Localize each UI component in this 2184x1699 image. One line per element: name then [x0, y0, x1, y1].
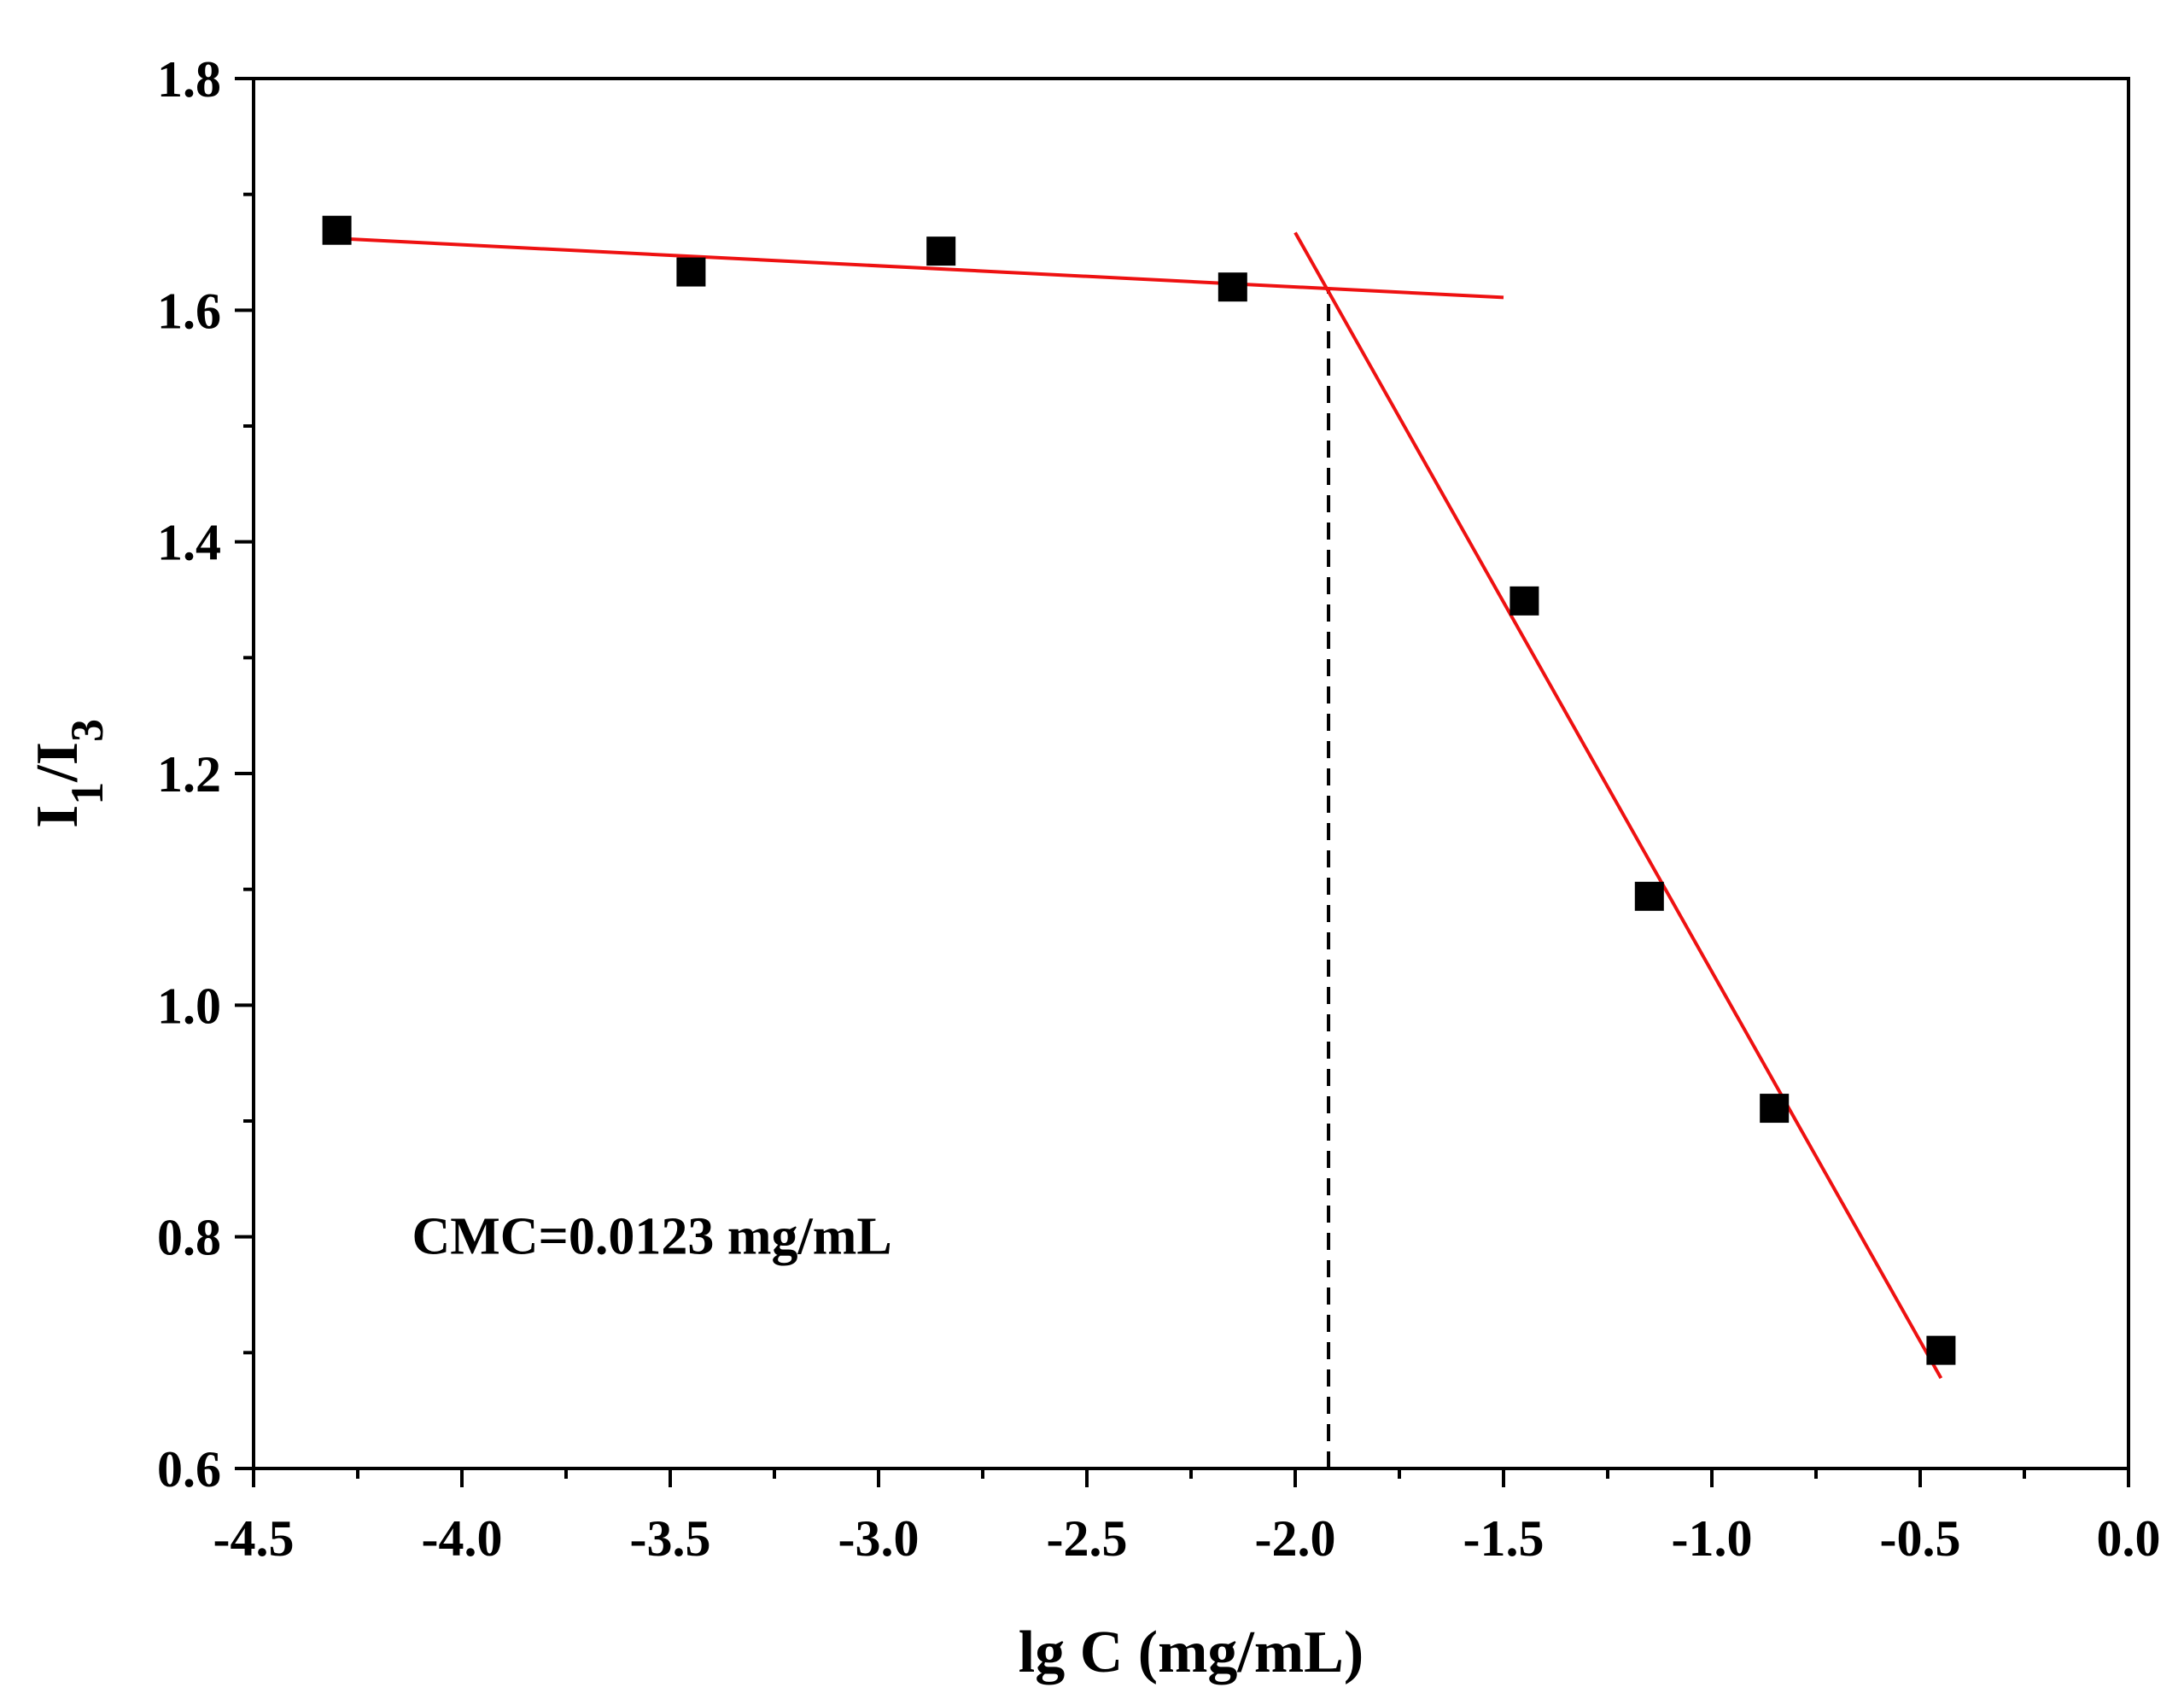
fit-line-post-cmc — [1293, 231, 1943, 1380]
data-point — [1218, 272, 1247, 302]
y-axis-title: I1/I3 — [25, 719, 113, 828]
y-tick-label: 1.2 — [157, 746, 221, 803]
x-tick-label: -1.0 — [1672, 1510, 1753, 1567]
data-point — [926, 236, 956, 266]
y-tick-label: 1.0 — [157, 978, 221, 1034]
cmc-annotation: CMC=0.0123 mg/mL — [412, 1208, 891, 1266]
x-tick-label: -3.5 — [630, 1510, 711, 1567]
y-axis-title-sub2: 3 — [61, 719, 113, 742]
data-point — [1510, 586, 1539, 616]
data-point — [1634, 881, 1664, 911]
fit-line-pre-cmc — [336, 236, 1504, 300]
data-point — [1760, 1094, 1790, 1124]
x-tick-label: 0.0 — [2097, 1510, 2161, 1567]
data-point — [676, 257, 706, 287]
x-tick-label: -4.0 — [422, 1510, 503, 1567]
x-tick-label: -3.0 — [838, 1510, 920, 1567]
plot-frame — [252, 77, 2130, 1470]
x-tick-label: -2.0 — [1255, 1510, 1336, 1567]
data-points — [322, 215, 1956, 1365]
x-tick-label: -4.5 — [213, 1510, 295, 1567]
data-point — [1926, 1335, 1956, 1365]
y-axis-title-sep: /I — [25, 742, 91, 783]
fit-lines — [336, 231, 1943, 1468]
axis-ticks — [235, 77, 2130, 1487]
x-tick-label: -0.5 — [1880, 1510, 1961, 1567]
data-point — [322, 215, 352, 245]
y-axis-title-sub1: 1 — [61, 782, 113, 805]
tick-labels: -4.5 -4.0 -3.5 -3.0 -2.5 -2.0 -1.5 -1.0 -0.5 0.0 0… — [157, 51, 2161, 1567]
y-tick-label: 0.6 — [157, 1441, 221, 1498]
y-tick-label: 1.8 — [157, 51, 221, 108]
x-tick-label: -1.5 — [1463, 1510, 1545, 1567]
x-tick-label: -2.5 — [1047, 1510, 1128, 1567]
x-axis-title: lg C (mg/mL) — [1019, 1620, 1364, 1685]
y-tick-label: 1.6 — [157, 283, 221, 339]
y-tick-label: 1.4 — [157, 515, 221, 571]
y-tick-label: 0.8 — [157, 1210, 221, 1266]
y-axis-title-base: I — [25, 805, 91, 828]
